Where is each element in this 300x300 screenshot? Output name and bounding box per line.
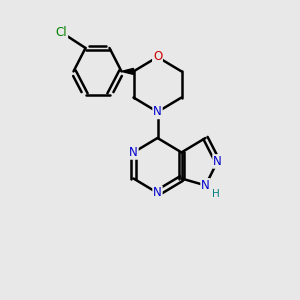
- Text: N: N: [201, 179, 210, 192]
- Text: Cl: Cl: [56, 26, 67, 39]
- Text: N: N: [153, 105, 162, 119]
- Polygon shape: [122, 68, 134, 74]
- Text: N: N: [213, 155, 222, 168]
- Text: O: O: [153, 50, 162, 64]
- Text: N: N: [129, 146, 138, 159]
- Text: H: H: [212, 189, 220, 199]
- Text: N: N: [153, 186, 162, 200]
